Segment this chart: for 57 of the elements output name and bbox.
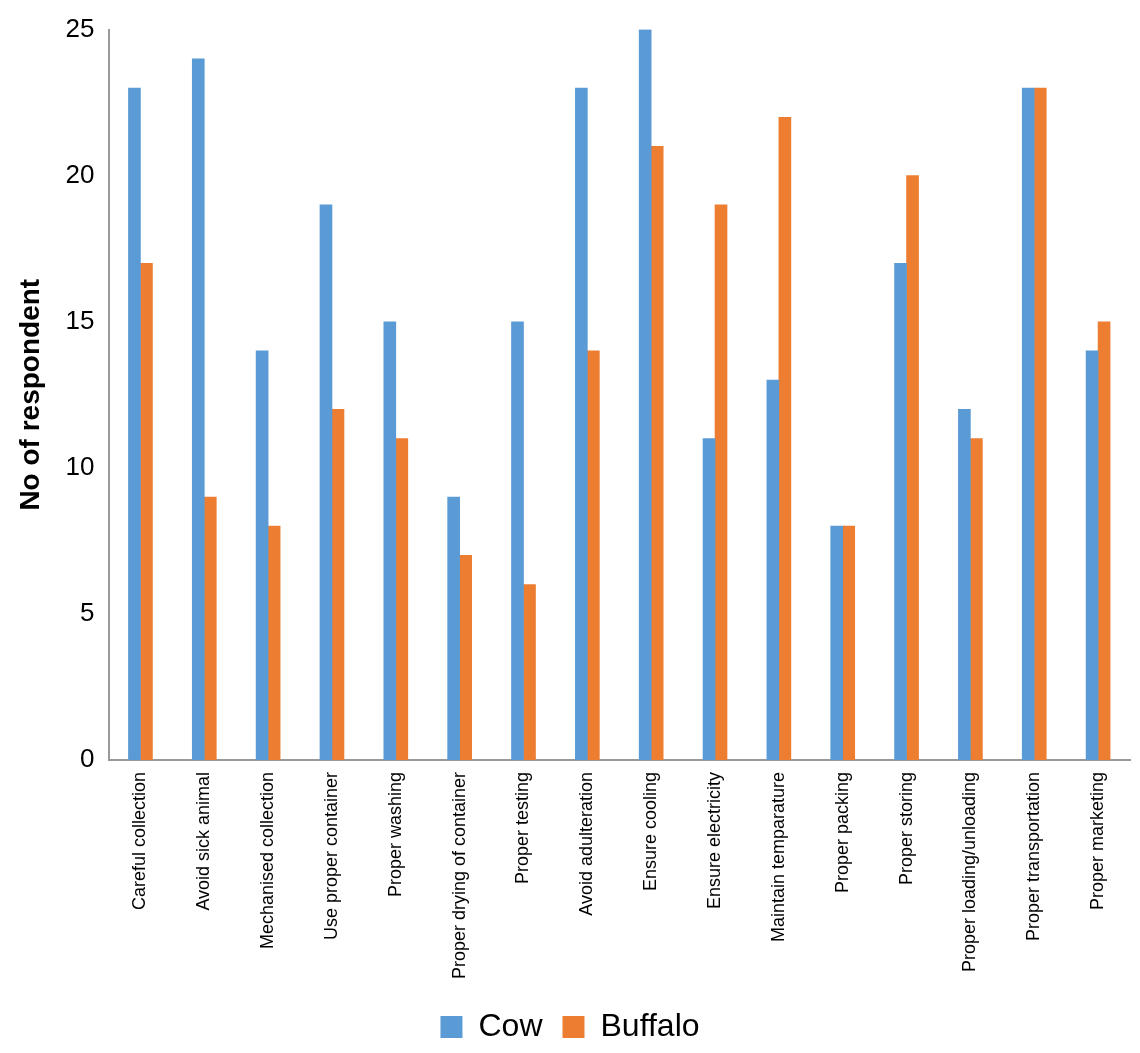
- x-tick-label: Proper transportation: [1023, 771, 1044, 941]
- bar: [906, 175, 919, 760]
- y-tick-label: 20: [65, 158, 95, 189]
- x-tick-label: Avoid adulteration: [576, 771, 597, 916]
- x-tick-label: Proper testing: [512, 771, 533, 884]
- bar: [383, 321, 397, 760]
- x-tick-label: Ensure electricity: [703, 771, 724, 909]
- bar: [523, 584, 536, 760]
- bar: [778, 116, 792, 760]
- bar: [842, 525, 856, 760]
- bar: [638, 29, 652, 760]
- y-tick-label: 5: [80, 597, 95, 627]
- x-tick-label: Proper drying of container: [448, 771, 469, 980]
- x-tick-label: Proper packing: [831, 771, 852, 893]
- bar: [191, 58, 205, 760]
- x-tick-label: Use proper container: [320, 771, 341, 940]
- x-tick-label: Careful collection: [129, 771, 150, 910]
- bar: [766, 379, 780, 760]
- x-tick-label: Ensure cooling: [640, 771, 661, 891]
- bar: [702, 438, 716, 760]
- bar: [830, 525, 844, 760]
- bar: [1021, 87, 1035, 760]
- y-tick-label: 25: [65, 12, 95, 43]
- bar: [894, 262, 907, 760]
- bar: [319, 204, 333, 760]
- bar: [395, 438, 409, 760]
- bar: [650, 146, 664, 760]
- bar: [447, 496, 460, 760]
- bar: [970, 438, 983, 760]
- bar: [958, 409, 971, 760]
- bar: [511, 321, 524, 760]
- x-tick-label: Proper storing: [895, 771, 916, 885]
- x-tick-label: Proper loading/unloading: [959, 771, 980, 973]
- bar: [1085, 350, 1099, 760]
- bar: [575, 87, 588, 760]
- bar: [714, 204, 728, 760]
- bar: [140, 262, 153, 760]
- bar: [331, 409, 345, 760]
- bar: [203, 496, 217, 760]
- bar: [128, 87, 141, 760]
- bar: [459, 555, 472, 760]
- y-tick-label: 15: [65, 304, 95, 335]
- x-tick-label: Maintain temparature: [767, 771, 788, 942]
- bar: [1033, 87, 1047, 760]
- x-tick-label: Avoid sick animal: [193, 771, 214, 911]
- x-tick-label: Proper marketing: [1087, 771, 1108, 910]
- x-tick-label: Proper washing: [384, 771, 405, 897]
- y-tick-label: 10: [65, 450, 95, 481]
- bar: [587, 350, 600, 760]
- y-axis-title: No of respondent: [13, 278, 45, 511]
- legend-label: Buffalo: [600, 1006, 700, 1043]
- x-tick-label: Mechanised collection: [257, 771, 278, 949]
- bar: [267, 525, 281, 760]
- bar: [1097, 321, 1111, 760]
- bar: [255, 350, 269, 760]
- legend-label: Cow: [478, 1006, 544, 1043]
- y-tick-label: 0: [80, 743, 95, 774]
